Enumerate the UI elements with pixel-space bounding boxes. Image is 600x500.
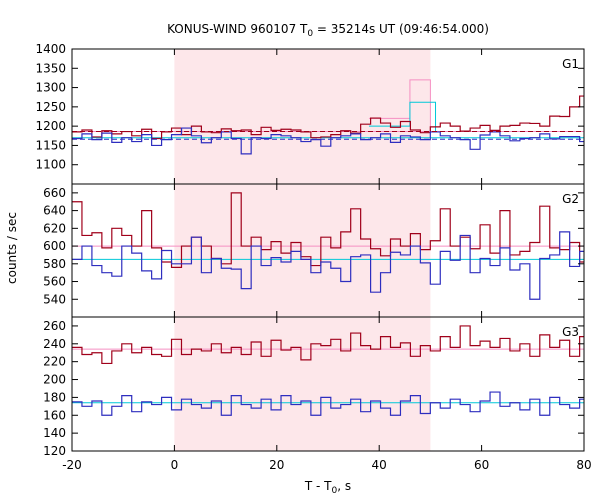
x-tick-label: 80 (576, 458, 591, 472)
y-tick-label: 600 (43, 239, 66, 253)
y-tick-label: 140 (43, 426, 66, 440)
y-tick-label: 1250 (35, 100, 66, 114)
pink-fit-bump (368, 79, 431, 132)
x-axis-title-subscript: 0 (332, 486, 338, 496)
series-blue-steps (72, 391, 584, 416)
y-tick-label: 560 (43, 275, 66, 289)
x-axis-tick-labels: -20 0 20 40 60 80 (62, 458, 591, 472)
panel-label: G1 (562, 57, 579, 71)
x-axis-title: T - T0, s (304, 479, 351, 496)
y-tick-label: 580 (43, 257, 66, 271)
panel-label: G3 (562, 325, 579, 339)
highlight-interval (174, 49, 431, 184)
chart-title: KONUS-WIND 960107 T0 = 35214s UT (09:46:… (167, 22, 489, 39)
y-tick-label: 220 (43, 355, 66, 369)
series-red-steps (72, 95, 584, 140)
series-blue-steps (72, 231, 584, 300)
highlight-interval (174, 317, 431, 451)
y-tick-label: 640 (43, 204, 66, 218)
panel-g2: 540 560 580 600 620 640 660 G2 (43, 183, 585, 318)
y-tick-label: 260 (43, 319, 66, 333)
x-tick-label: 60 (474, 458, 489, 472)
panel-label: G2 (562, 192, 579, 206)
chart-title-main: KONUS-WIND 960107 T (167, 22, 308, 36)
y-tick-label: 620 (43, 221, 66, 235)
panel-g1: 1100 1150 1200 1250 1300 1350 1400 G1 (35, 42, 585, 185)
y-axis-title: counts / sec (5, 212, 19, 284)
y-tick-label: 1300 (35, 81, 66, 95)
panel-g3: 120 140 160 180 200 220 240 260 G3 (43, 316, 585, 458)
y-tick-label: 160 (43, 408, 66, 422)
y-tick-label: 120 (43, 444, 66, 458)
plot-panels: 1100 1150 1200 1250 1300 1350 1400 G1 540 560 580 6… (35, 42, 585, 458)
chart-title-subscript: 0 (307, 29, 313, 39)
x-tick-label: 40 (372, 458, 387, 472)
x-tick-label: 0 (171, 458, 179, 472)
y-tick-label: 200 (43, 373, 66, 387)
x-axis-title-rest: , s (337, 479, 351, 493)
x-axis-title-main: T - T (304, 479, 332, 493)
x-tick-label: -20 (62, 458, 82, 472)
y-tick-label: 240 (43, 337, 66, 351)
y-tick-label: 1350 (35, 61, 66, 75)
cyan-fit-bump (368, 101, 437, 132)
y-tick-label: 1200 (35, 119, 66, 133)
series-red-steps (72, 325, 584, 365)
y-tick-label: 1150 (35, 138, 66, 152)
y-tick-label: 1400 (35, 42, 66, 56)
y-tick-label: 1100 (35, 158, 66, 172)
y-tick-label: 540 (43, 292, 66, 306)
y-tick-label: 180 (43, 390, 66, 404)
y-tick-label: 660 (43, 186, 66, 200)
x-tick-label: 20 (269, 458, 284, 472)
chart-title-rest: = 35214s UT (09:46:54.000) (313, 22, 489, 36)
highlight-interval (174, 184, 431, 317)
panel-frame (71, 316, 585, 452)
